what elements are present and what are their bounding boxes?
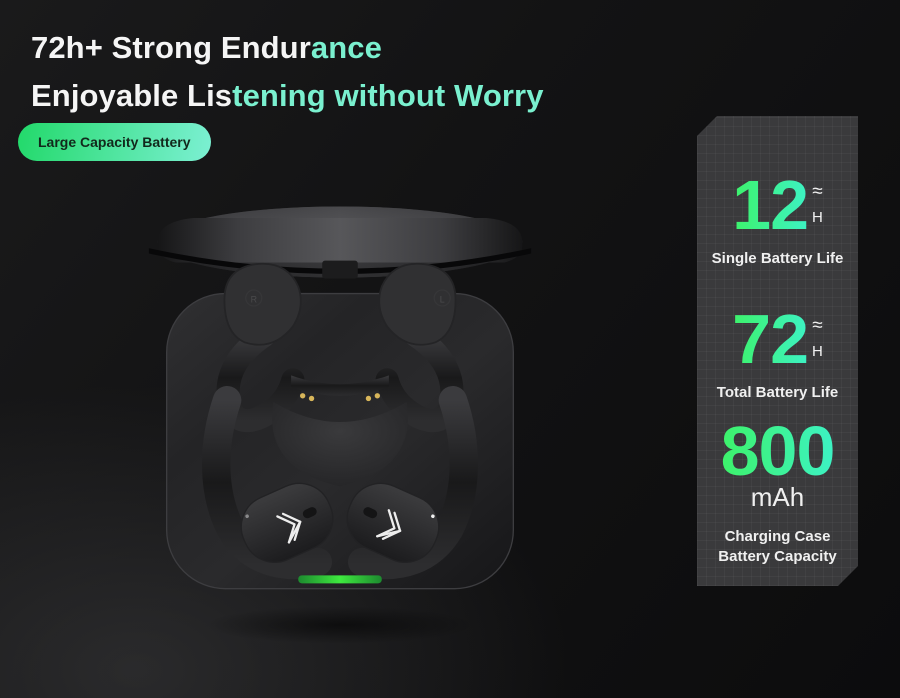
- svg-text:L: L: [440, 294, 445, 304]
- svg-text:R: R: [251, 294, 257, 304]
